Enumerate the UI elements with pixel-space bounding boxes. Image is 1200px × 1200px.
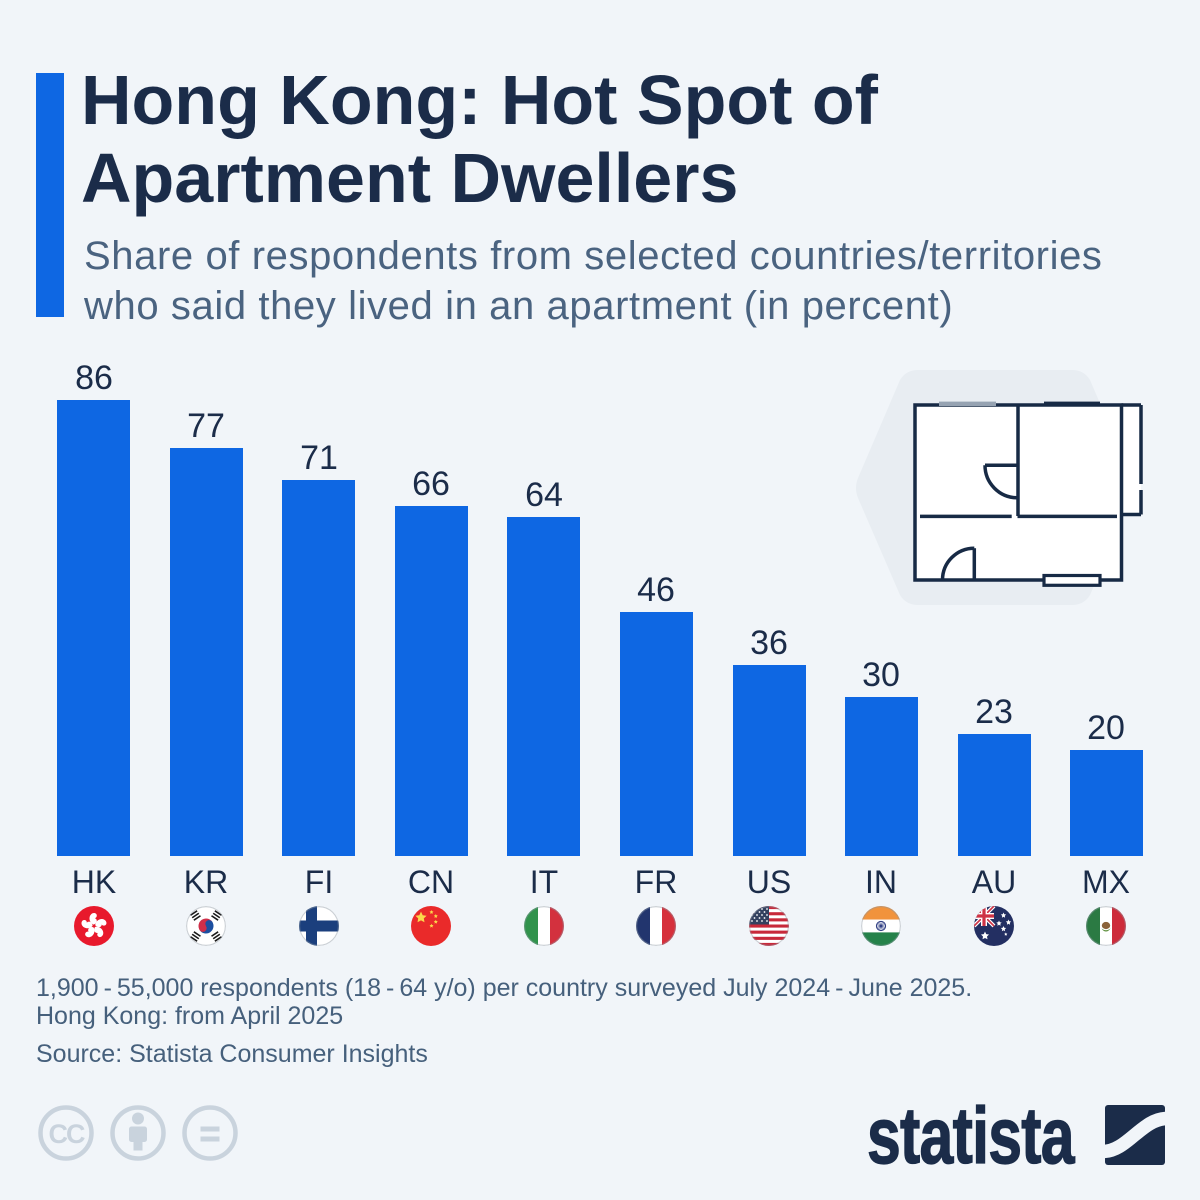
svg-text:CC: CC — [49, 1119, 85, 1149]
